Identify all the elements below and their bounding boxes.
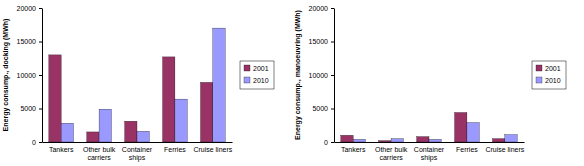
tick-label: 5000	[20, 105, 36, 112]
tick: Tankers	[341, 142, 366, 153]
tick-mark	[39, 8, 42, 9]
figure: 0 5000 10000 15000 20000 Tankers Other bulkcar…	[0, 0, 584, 166]
legend-swatch	[244, 77, 250, 83]
tick: Other bulkcarriers	[83, 142, 116, 161]
tick: 15000	[309, 38, 334, 45]
bar	[505, 135, 517, 142]
tick-label: 10000	[309, 72, 329, 79]
legend-label: 2010	[253, 77, 269, 84]
y-axis: 0 5000 10000 15000 20000	[17, 5, 43, 146]
tick: 0	[32, 139, 42, 146]
tick-label: 15000	[309, 38, 329, 45]
bar	[379, 141, 391, 142]
tick: 15000	[17, 38, 42, 45]
axis-title: Energy consump., docking (MWh)	[2, 19, 10, 132]
tick: 20000	[309, 5, 334, 12]
tick-mark	[331, 109, 334, 110]
tick-label: Ferries	[456, 146, 478, 153]
bar	[341, 135, 353, 142]
legend-swatch	[244, 65, 250, 71]
bar	[201, 82, 213, 142]
tick-label: Containerships	[122, 146, 153, 162]
bar	[455, 113, 467, 142]
tick-mark	[39, 142, 42, 143]
tick: 10000	[17, 72, 42, 79]
legend: 2001 2010	[240, 61, 274, 89]
bar	[99, 109, 111, 142]
tick-label: 0	[324, 139, 328, 146]
axis-line	[334, 9, 335, 143]
axis-title: Energy consump., manoeuvring (MWh)	[294, 10, 302, 140]
tick-label: 10000	[17, 72, 37, 79]
legend-box	[240, 61, 274, 89]
bar	[467, 123, 479, 142]
bar	[429, 139, 441, 142]
tick-label: 20000	[17, 5, 37, 12]
bar	[175, 99, 187, 142]
tick-label: 20000	[309, 5, 329, 12]
legend: 2001 2010	[532, 61, 566, 89]
x-axis: Tankers Other bulkcarriers Containerships F…	[335, 142, 525, 162]
tick-mark	[39, 109, 42, 110]
bar	[493, 139, 505, 142]
tick: 10000	[309, 72, 334, 79]
tick: 20000	[17, 5, 42, 12]
tick: Ferries	[456, 142, 478, 153]
tick: Tankers	[49, 142, 74, 153]
legend-label: 2001	[253, 65, 269, 72]
axis-line	[335, 142, 525, 143]
bar	[163, 57, 175, 142]
tick: 0	[324, 139, 334, 146]
tick-label: Other bulkcarriers	[375, 146, 408, 161]
bar	[87, 132, 99, 142]
tick-label: 5000	[312, 105, 328, 112]
tick: Other bulkcarriers	[375, 142, 408, 161]
bar	[213, 28, 225, 142]
tick-label: Tankers	[341, 146, 366, 153]
chart-panel: 0 5000 10000 15000 20000 Tankers Other bulkcar…	[2, 5, 274, 162]
bar	[353, 139, 365, 142]
tick-mark	[39, 42, 42, 43]
tick: Ferries	[164, 142, 186, 153]
tick-label: 0	[32, 139, 36, 146]
tick: Containerships	[414, 142, 445, 162]
tick-mark	[331, 42, 334, 43]
tick: Cruise liners	[193, 142, 232, 153]
tick-mark	[39, 75, 42, 76]
tick-mark	[331, 8, 334, 9]
legend-swatch	[536, 77, 542, 83]
tick: 5000	[312, 105, 334, 112]
tick: 5000	[20, 105, 42, 112]
tick-mark	[331, 142, 334, 143]
tick-label: Cruise liners	[485, 146, 524, 153]
legend-box	[532, 61, 566, 89]
bar	[417, 137, 429, 142]
legend-label: 2001	[545, 65, 561, 72]
tick-label: Ferries	[164, 146, 186, 153]
tick-label: Containerships	[414, 146, 445, 162]
bar	[61, 123, 73, 142]
y-axis: 0 5000 10000 15000 20000	[309, 5, 335, 146]
bar	[137, 131, 149, 142]
tick-label: 15000	[17, 38, 37, 45]
legend-label: 2010	[545, 77, 561, 84]
bars	[341, 113, 517, 142]
axis-line	[42, 9, 43, 143]
tick: Cruise liners	[485, 142, 524, 153]
tick: Containerships	[122, 142, 153, 162]
bars	[49, 28, 225, 142]
bar	[49, 55, 61, 142]
tick-label: Other bulkcarriers	[83, 146, 116, 161]
legend-swatch	[536, 65, 542, 71]
tick-label: Cruise liners	[193, 146, 232, 153]
axis-line	[43, 142, 233, 143]
tick-mark	[331, 75, 334, 76]
tick-label: Tankers	[49, 146, 74, 153]
bar	[125, 121, 137, 142]
chart-panel: 0 5000 10000 15000 20000 Tankers Other bulkcar…	[294, 5, 566, 162]
x-axis: Tankers Other bulkcarriers Containerships F…	[43, 142, 233, 162]
bar	[391, 139, 403, 142]
